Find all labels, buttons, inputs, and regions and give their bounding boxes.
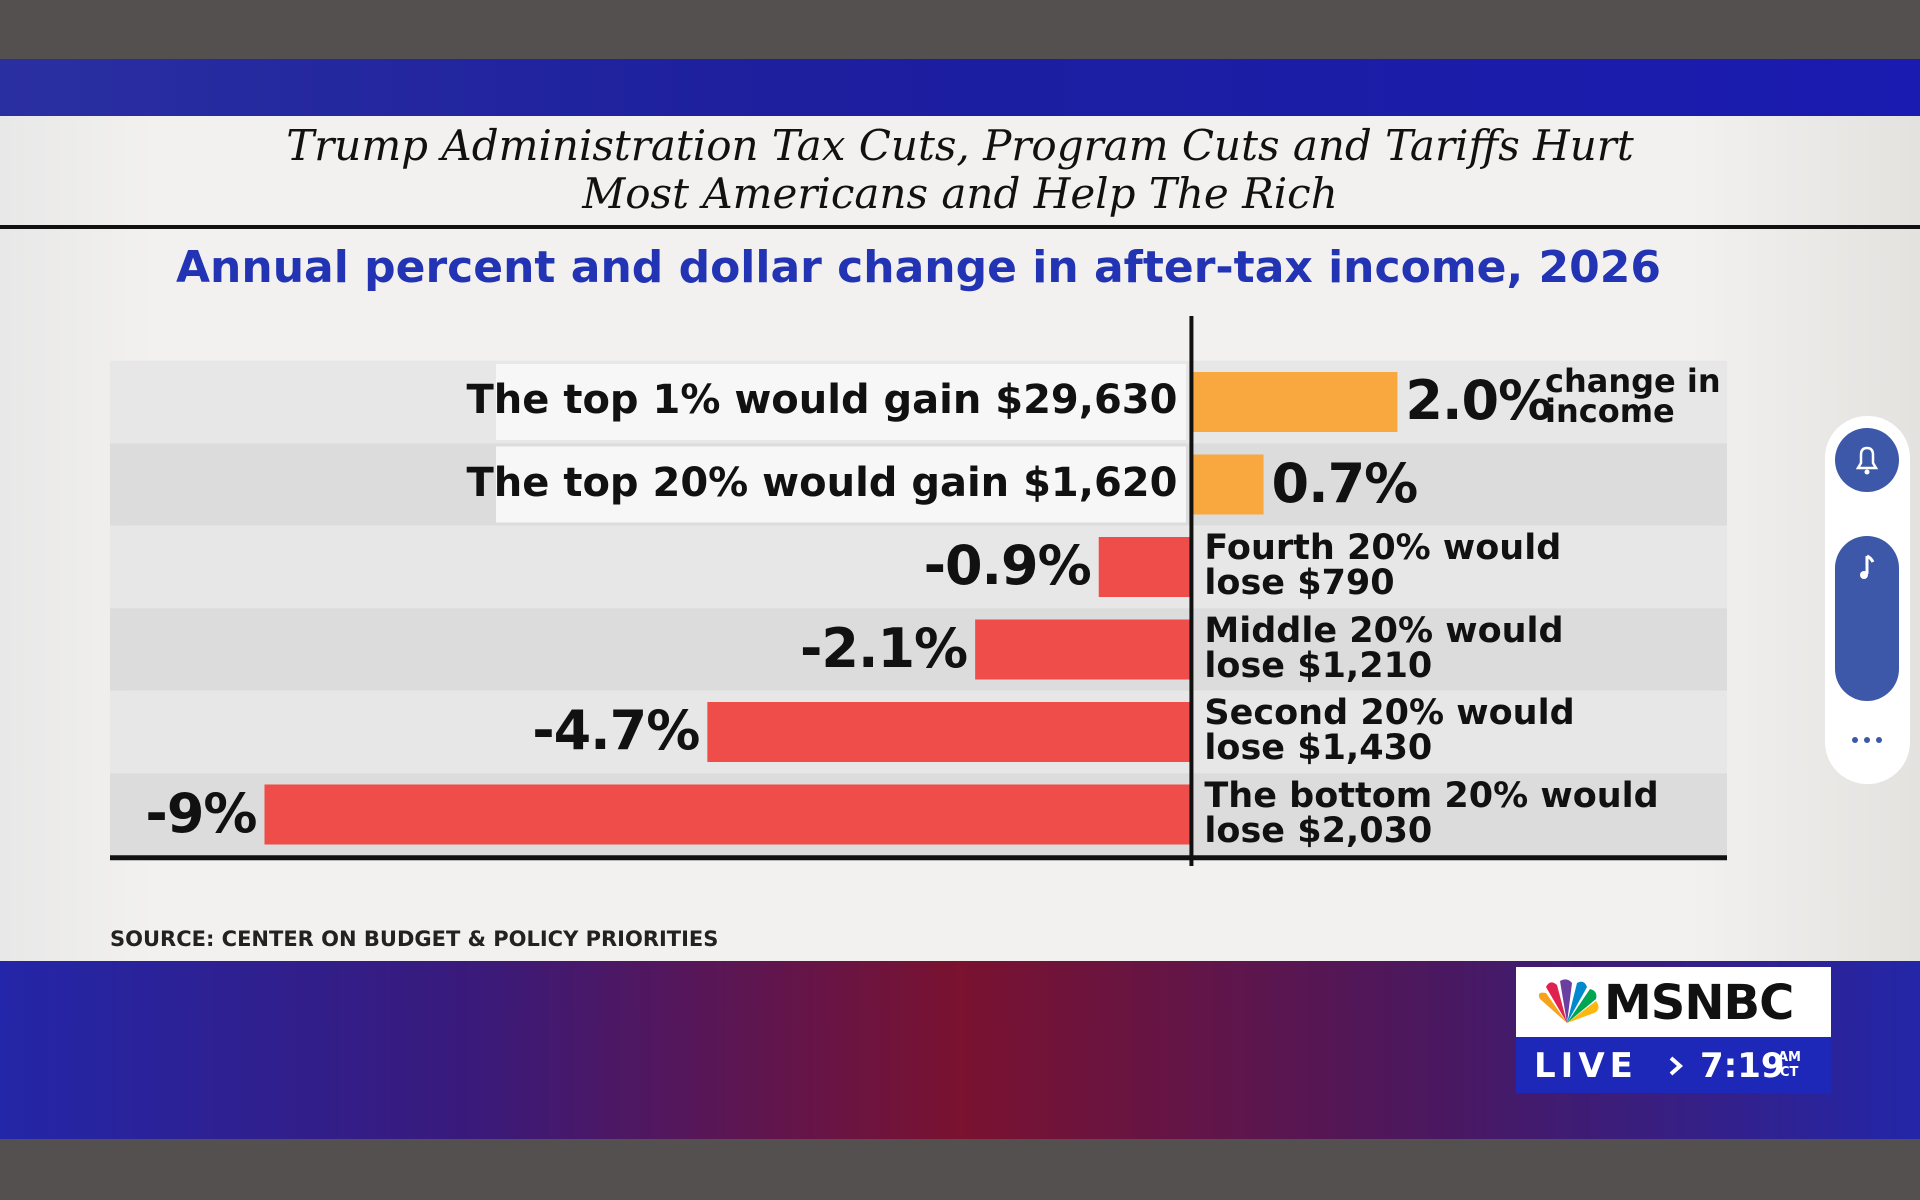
side-toolbar bbox=[1825, 416, 1910, 784]
bottom-bar bbox=[0, 1139, 1920, 1200]
top-band bbox=[0, 59, 1920, 116]
header-title: Trump Administration Tax Cuts, Program C… bbox=[286, 121, 1634, 219]
bar bbox=[1191, 454, 1264, 515]
more-button[interactable] bbox=[1847, 734, 1887, 746]
live-box: LIVE 7:19 AM CT bbox=[1516, 1037, 1831, 1093]
category-label: Fourth 20% would lose $790 bbox=[1204, 528, 1562, 603]
value-label: 2.0% bbox=[1405, 369, 1552, 432]
value-label: -2.1% bbox=[799, 616, 968, 680]
source: SOURCE: CENTER ON BUDGET & POLICY PRIORI… bbox=[110, 927, 719, 951]
label-box bbox=[496, 364, 1186, 440]
value-label: -4.7% bbox=[532, 699, 700, 762]
music-icon bbox=[1860, 554, 1875, 579]
label-box bbox=[496, 446, 1186, 523]
bell-button[interactable] bbox=[1835, 428, 1899, 492]
live-label: LIVE bbox=[1534, 1046, 1638, 1086]
category-label: Second 20% would lose $1,430 bbox=[1204, 693, 1575, 768]
value-label: 0.7% bbox=[1271, 451, 1419, 515]
bar bbox=[1191, 372, 1398, 432]
category-label: The top 1% would gain $29,630 bbox=[466, 377, 1178, 423]
row-background bbox=[110, 525, 1727, 609]
row-background bbox=[110, 608, 1727, 691]
value-label: -9% bbox=[145, 781, 257, 845]
bar bbox=[975, 619, 1192, 680]
meridiem: AM bbox=[1778, 1050, 1801, 1065]
value-label: -0.9% bbox=[923, 534, 1092, 597]
network-name: MSNBC bbox=[1604, 975, 1794, 1031]
category-label: The top 20% would gain $1,620 bbox=[466, 459, 1178, 506]
time: 7:19 bbox=[1700, 1046, 1785, 1086]
music-button[interactable] bbox=[1835, 536, 1899, 701]
top-bar bbox=[0, 0, 1920, 59]
header-rule bbox=[0, 225, 1920, 229]
zone: CT bbox=[1780, 1065, 1799, 1080]
bar bbox=[707, 702, 1192, 762]
annotation: change in income bbox=[1545, 362, 1721, 431]
peacock-logo bbox=[1538, 979, 1599, 1023]
bell-icon bbox=[1855, 446, 1879, 475]
category-label: Middle 20% would lose $1,210 bbox=[1204, 610, 1564, 686]
chart-title: Annual percent and dollar change in afte… bbox=[176, 242, 1661, 293]
bar bbox=[1098, 537, 1192, 597]
bar bbox=[264, 784, 1192, 845]
logo-box: MSNBC bbox=[1516, 967, 1831, 1037]
category-label: The bottom 20% would lose $2,030 bbox=[1204, 775, 1659, 851]
live-arrow bbox=[1669, 1056, 1684, 1076]
